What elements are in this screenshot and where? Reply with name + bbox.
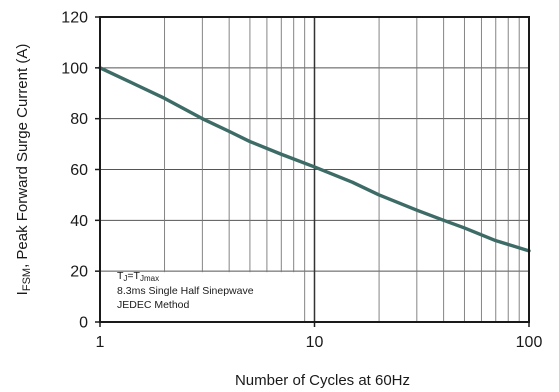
y-tick-label: 80 <box>70 111 88 128</box>
y-tick-label: 20 <box>70 264 88 281</box>
surge-current-curve <box>98 66 531 253</box>
x-tick-label: 100 <box>516 334 543 351</box>
subscript: Jmax <box>140 274 159 283</box>
subscript: J <box>123 274 127 283</box>
y-label-part: I <box>14 291 31 295</box>
x-axis-label: Number of Cycles at 60Hz <box>235 372 410 389</box>
y-axis-label: IFSM, Peak Forward Surge Current (A) <box>14 44 33 296</box>
annotation-line-tj: TJ=TJmax <box>117 270 159 283</box>
grid <box>100 16 529 323</box>
annotation-line-sinewave: 8.3ms Single Half Sinepwave <box>117 285 254 297</box>
curve-layer <box>98 66 531 253</box>
y-tick-label: 0 <box>79 315 88 332</box>
y-tick-label: 60 <box>70 162 88 179</box>
annotation-background <box>101 272 297 321</box>
y-tick-label: 40 <box>70 213 88 230</box>
y-tick-label: 120 <box>61 10 88 27</box>
y-tick-label: 100 <box>61 60 88 77</box>
y-label-part: , Peak Forward Surge Current (A) <box>14 44 31 268</box>
x-tick-label: 1 <box>96 334 105 351</box>
y-label-part: FSM <box>21 268 33 291</box>
x-tick-label: 10 <box>306 334 324 351</box>
annotation-line-method: JEDEC Method <box>117 299 190 311</box>
annotation: TJ=TJmax 8.3ms Single Half Sinepwave JED… <box>117 270 254 311</box>
text: T <box>117 270 124 282</box>
text: =T <box>127 270 140 282</box>
